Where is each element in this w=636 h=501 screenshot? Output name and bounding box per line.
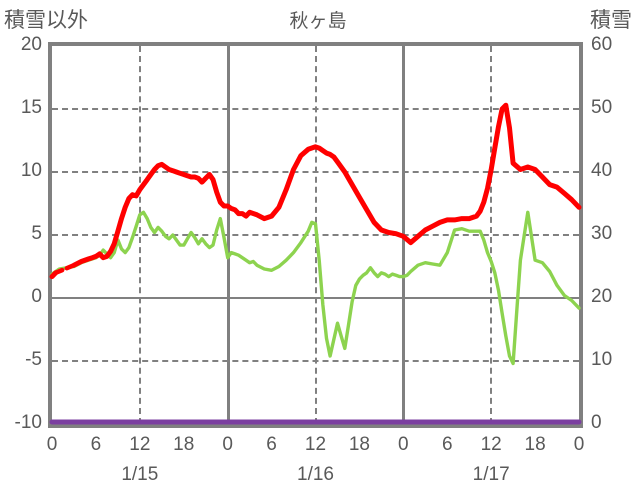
right-axis-unit-label: 積雪 (590, 9, 632, 32)
y-tick-left-0: 0 (31, 286, 42, 307)
x-tick-48: 0 (398, 434, 409, 455)
y-tick-right-20: 20 (591, 286, 613, 307)
y-tick-right-60: 60 (591, 34, 613, 55)
x-tick-6: 6 (90, 434, 102, 455)
x-tick-12: 12 (129, 434, 151, 455)
x-tick-36: 12 (304, 434, 327, 455)
x-tick-18: 18 (173, 434, 195, 455)
y-tick-right-0: 0 (591, 412, 602, 433)
gridline-v-12 (138, 46, 141, 424)
gridline-v-24 (226, 46, 230, 424)
left-axis-unit-label: 積雪以外 (4, 9, 88, 32)
day-label-1-15: 1/15 (121, 464, 159, 485)
chart-title: 秋ヶ島 (289, 11, 347, 32)
y-tick-left-5: 5 (31, 223, 42, 244)
x-tick-30: 6 (266, 434, 277, 455)
y-tick-right-30: 30 (591, 223, 613, 244)
y-tick-right-50: 50 (591, 97, 613, 118)
x-tick-72: 0 (573, 434, 585, 455)
y-tick-left--10: -10 (14, 412, 42, 433)
y-tick-left--5: -5 (25, 349, 42, 370)
y-tick-left-20: 20 (20, 34, 42, 55)
x-tick-24: 0 (222, 434, 233, 455)
x-tick-42: 18 (348, 434, 370, 455)
day-label-1-17: 1/17 (472, 464, 510, 485)
x-tick-0: 0 (46, 434, 58, 455)
x-tick-66: 18 (524, 434, 546, 455)
y-tick-left-10: 10 (20, 160, 42, 181)
y-tick-left-15: 15 (20, 97, 42, 118)
plot-area (48, 42, 583, 428)
series-layer (49, 102, 582, 425)
x-tick-54: 6 (441, 434, 453, 455)
day-label-1-16: 1/16 (297, 464, 334, 485)
y-tick-right-10: 10 (591, 349, 613, 370)
gridline-v-60 (490, 46, 493, 424)
x-tick-60: 12 (480, 434, 502, 455)
y-tick-right-40: 40 (591, 160, 613, 181)
